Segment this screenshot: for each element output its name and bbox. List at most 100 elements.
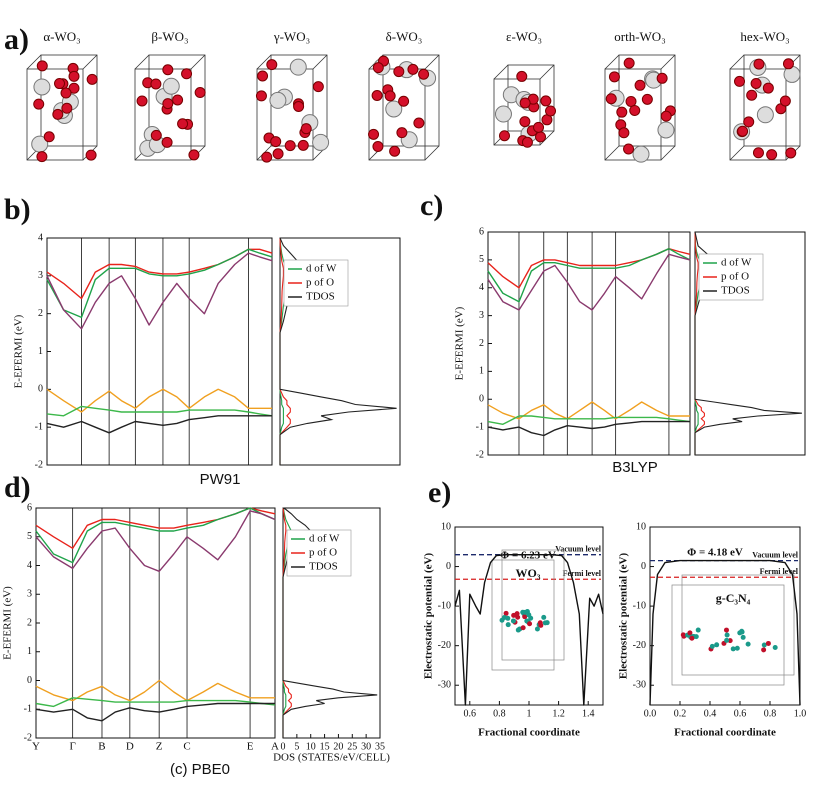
inset-atom <box>511 612 517 618</box>
curve <box>35 702 275 722</box>
x-axis-label: Fractional coordinate <box>674 727 776 739</box>
structure-label: orth-WO₃ <box>614 29 665 44</box>
o-atom <box>177 118 189 130</box>
inset-atom <box>515 614 521 620</box>
y-tick-label: 1 <box>479 366 484 377</box>
y-axis-label: E-EFERMI (eV) <box>2 586 14 660</box>
y-tick-label: 10 <box>636 521 646 532</box>
legend-box <box>698 253 764 301</box>
o-atom <box>656 72 668 84</box>
inset-atom <box>515 627 521 633</box>
y-tick-label: -10 <box>633 600 646 611</box>
o-atom <box>766 149 778 161</box>
inset-atom <box>680 632 686 638</box>
x-tick-label: 0.2 <box>674 708 687 719</box>
unit-cell-edge <box>660 54 676 70</box>
o-atom <box>734 75 746 87</box>
o-atom <box>60 87 72 99</box>
inset-box <box>671 584 785 686</box>
o-atom <box>43 131 55 143</box>
inset-atom <box>522 609 528 615</box>
x-tick-label: 5 <box>294 741 299 752</box>
w-atom <box>494 105 512 123</box>
o-atom <box>172 94 184 106</box>
o-atom <box>396 127 408 139</box>
inset-atom <box>724 637 730 643</box>
o-atom <box>634 79 646 91</box>
y-tick-label: -10 <box>438 600 451 611</box>
o-atom <box>68 70 80 82</box>
y-tick-label: 4 <box>38 232 43 243</box>
legend-label: d of W <box>721 257 752 269</box>
x-tick-label: E <box>247 741 254 753</box>
inset-box <box>501 549 565 661</box>
inset-atom <box>689 635 695 641</box>
y-tick-label: 6 <box>27 502 32 513</box>
y-tick-label: 5 <box>479 254 484 265</box>
o-atom <box>54 78 66 90</box>
o-atom <box>605 93 617 105</box>
o-atom <box>372 140 384 152</box>
curve <box>46 415 272 434</box>
o-atom <box>300 123 312 135</box>
x-tick-label: B <box>98 741 105 753</box>
o-atom <box>418 68 430 80</box>
o-atom <box>36 60 48 72</box>
inset-atom <box>740 634 746 640</box>
inset-atom <box>534 626 540 632</box>
x-tick-label: 0.6 <box>464 708 477 719</box>
inset-atom <box>723 627 729 633</box>
legend-box <box>283 259 349 307</box>
inset-atom <box>537 620 543 626</box>
o-atom <box>660 110 672 122</box>
y-tick-label: -30 <box>438 680 451 691</box>
o-atom <box>393 66 405 78</box>
inset-atom <box>544 620 550 626</box>
y-tick-label: -20 <box>633 640 646 651</box>
curve <box>46 388 272 413</box>
unit-cell <box>26 68 84 161</box>
o-atom <box>623 143 635 155</box>
annotation: Φ = 4.18 eV <box>687 547 743 559</box>
o-atom <box>52 108 64 120</box>
legend-label: p of O <box>306 277 334 289</box>
o-atom <box>266 59 278 71</box>
inset-atom <box>745 641 751 647</box>
inset-atom <box>499 617 505 623</box>
unit-cell-edge <box>729 54 745 70</box>
y-tick-label: -2 <box>476 449 484 460</box>
legend-label: p of O <box>721 271 749 283</box>
o-atom <box>782 58 794 70</box>
x-tick-label: 10 <box>306 741 316 752</box>
y-tick-label: -2 <box>24 732 32 743</box>
subtitle: B3LYP <box>612 459 658 476</box>
inset-box <box>681 574 795 676</box>
x-tick-label: Γ <box>69 741 75 753</box>
w-atom <box>269 91 287 109</box>
unit-cell-edge <box>26 54 42 70</box>
legend-label: d of W <box>309 533 340 545</box>
w-atom <box>312 133 330 151</box>
o-atom <box>270 136 282 148</box>
w-atom <box>162 77 180 95</box>
y-tick-label: 1 <box>38 346 43 357</box>
unit-cell <box>148 54 206 147</box>
inset-atom <box>527 621 533 627</box>
x-tick-label: 0.0 <box>644 708 657 719</box>
y-tick-label: -2 <box>35 459 43 470</box>
x-tick-label: Z <box>156 741 163 753</box>
legend-label: p of O <box>309 547 337 559</box>
curve <box>35 679 275 702</box>
reference-label: Vacuum level <box>555 545 601 554</box>
inset-atom <box>714 642 720 648</box>
curve <box>46 405 273 417</box>
y-tick-label: 2 <box>479 338 484 349</box>
y-tick-label: 10 <box>441 521 451 532</box>
o-atom <box>516 70 528 82</box>
o-atom <box>162 98 174 110</box>
x-tick-label: Y <box>32 741 40 753</box>
inset-label: WO₃ <box>516 566 541 580</box>
o-atom <box>616 106 628 118</box>
y-tick-label: 0 <box>479 394 484 405</box>
